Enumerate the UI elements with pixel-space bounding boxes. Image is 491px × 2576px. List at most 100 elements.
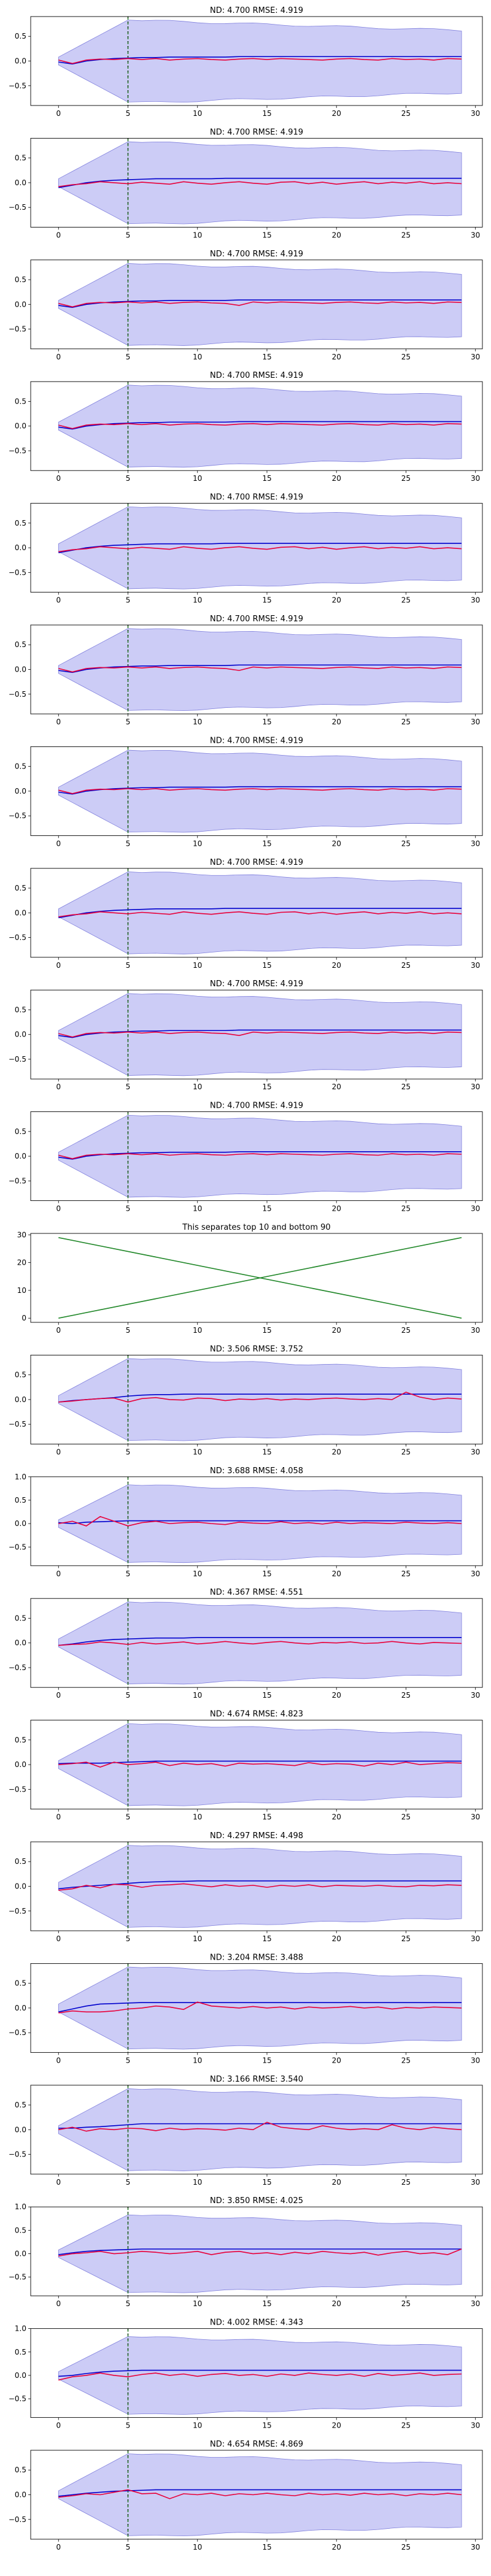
panel-7-uncertainty-band xyxy=(58,749,462,833)
panel-11-xtick-label: 0 xyxy=(56,1326,61,1335)
panel-7-forecast-line xyxy=(58,786,462,795)
panel-18-xtick-label: 5 xyxy=(126,2178,131,2187)
panel-4-xtick-label: 0 xyxy=(56,474,61,483)
panel-10-title: ND: 4.700 RMSE: 4.919 xyxy=(210,1102,303,1111)
panel-19-xtick-label: 0 xyxy=(56,2299,61,2308)
panel-2-xtick-label: 5 xyxy=(126,231,131,239)
panel-10-ytick-label: 0.0 xyxy=(15,1152,26,1160)
panel-1-forecast-line xyxy=(58,56,462,65)
panel-12-xtick-label: 25 xyxy=(401,1447,411,1456)
panel-2-forecast-line xyxy=(58,177,462,188)
panel-7-xtick-label: 25 xyxy=(401,839,411,848)
panel-12-xtick-label: 0 xyxy=(56,1447,61,1456)
panel-9-title: ND: 4.700 RMSE: 4.919 xyxy=(210,979,303,989)
panel-13-xtick-label: 30 xyxy=(471,1570,480,1578)
panel-16-xtick-label: 5 xyxy=(126,1934,131,1943)
panel-6-xtick-label: 15 xyxy=(262,718,271,726)
panel-8-xtick-label: 0 xyxy=(56,961,61,970)
panel-2-uncertainty-band xyxy=(58,141,462,224)
panel-14-xtick-label: 10 xyxy=(193,1691,202,1700)
panel-7-xtick-label: 10 xyxy=(193,839,202,848)
panel-1-xtick-label: 20 xyxy=(332,109,341,118)
panel-20-title: ND: 4.002 RMSE: 4.343 xyxy=(210,2318,303,2328)
panel-5-xtick-label: 10 xyxy=(193,596,202,605)
panel-3-xtick-label: 5 xyxy=(126,353,131,361)
panel-16-xtick-label: 25 xyxy=(401,1934,411,1943)
panel-11-xtick-label: 30 xyxy=(471,1326,480,1335)
panel-12-ytick-label: −0.5 xyxy=(9,1420,26,1428)
panel-13-axes-frame xyxy=(30,1476,483,1566)
panel-8-ytick-label: 0.0 xyxy=(15,908,26,917)
panel-8-xtick-label: 15 xyxy=(262,961,271,970)
panel-18-title: ND: 3.166 RMSE: 3.540 xyxy=(210,2075,303,2084)
panel-19-ytick-label: −0.5 xyxy=(9,2273,26,2282)
panel-15-xtick-label: 0 xyxy=(56,1813,61,1822)
panel-15-xtick-label: 30 xyxy=(471,1813,480,1822)
panel-12-ytick-label: 0.5 xyxy=(15,1371,26,1379)
panel-21-forecast-line xyxy=(58,2489,462,2497)
panel-1-ytick-label: 0.5 xyxy=(15,32,26,40)
panel-3-xtick-label: 20 xyxy=(332,353,341,361)
panel-18-xtick-label: 15 xyxy=(262,2178,271,2187)
panel-9-uncertainty-band xyxy=(58,993,462,1076)
panel-20-xtick-label: 0 xyxy=(56,2421,61,2430)
panel-19-xtick-label: 30 xyxy=(471,2299,480,2308)
panel-13-ytick-label: −0.5 xyxy=(9,1543,26,1551)
panel-14-xtick-label: 30 xyxy=(471,1691,480,1700)
panel-17-xtick-label: 30 xyxy=(471,2056,480,2064)
panel-6-uncertainty-band xyxy=(58,628,462,711)
panel-2-ytick-label: −0.5 xyxy=(9,203,26,212)
panel-12-forecast-line xyxy=(58,1393,462,1403)
panel-14-title: ND: 4.367 RMSE: 4.551 xyxy=(210,1588,303,1597)
panel-11-title: This separates top 10 and bottom 90 xyxy=(182,1223,330,1232)
panel-19-title: ND: 3.850 RMSE: 4.025 xyxy=(210,2196,303,2206)
panel-12-uncertainty-band xyxy=(58,1358,462,1441)
panel-5-xtick-label: 25 xyxy=(401,596,411,605)
panel-16-ytick-label: 0.0 xyxy=(15,1882,26,1891)
panel-12-xtick-label: 10 xyxy=(193,1447,202,1456)
panel-5-xtick-label: 5 xyxy=(126,596,131,605)
panel-20-xtick-label: 10 xyxy=(193,2421,202,2430)
panel-4-uncertainty-band xyxy=(58,385,462,468)
panel-21-actual-line xyxy=(58,2489,462,2499)
panel-9-xtick-label: 5 xyxy=(126,1083,131,1091)
panel-20-xtick-label: 5 xyxy=(126,2421,131,2430)
panel-1-xtick-label: 0 xyxy=(56,109,61,118)
panel-2-xtick-label: 25 xyxy=(401,231,411,239)
panel-12-xtick-label: 5 xyxy=(126,1447,131,1456)
panel-20-ytick-label: 0.5 xyxy=(15,2348,26,2356)
panel-11-axes-frame xyxy=(30,1233,483,1323)
panel-10-uncertainty-band xyxy=(58,1114,462,1198)
panel-13-ytick-label: 0.5 xyxy=(15,1496,26,1505)
panel-1-actual-line xyxy=(58,58,462,64)
panel-17-ytick-label: 0.5 xyxy=(15,1979,26,1988)
panel-19-xtick-label: 15 xyxy=(262,2299,271,2308)
panel-5-xtick-label: 15 xyxy=(262,596,271,605)
panel-11-xtick-label: 5 xyxy=(126,1326,131,1335)
panel-21-xtick-label: 20 xyxy=(332,2543,341,2551)
panel-16-forecast-line xyxy=(58,1880,462,1890)
panel-9-forecast-line xyxy=(58,1029,462,1038)
panel-3-ytick-label: −0.5 xyxy=(9,325,26,334)
panel-6-ytick-label: 0.5 xyxy=(15,640,26,649)
panel-18-xtick-label: 25 xyxy=(401,2178,411,2187)
panel-17-xtick-label: 20 xyxy=(332,2056,341,2064)
panel-8-xtick-label: 20 xyxy=(332,961,341,970)
panel-10-xtick-label: 20 xyxy=(332,1205,341,1213)
panel-13-xtick-label: 15 xyxy=(262,1570,271,1578)
panel-19-axes-frame xyxy=(30,2206,483,2296)
panel-14-ytick-label: 0.5 xyxy=(15,1614,26,1622)
panel-14-xtick-label: 0 xyxy=(56,1691,61,1700)
panel-8-xtick-label: 5 xyxy=(126,961,131,970)
panel-17-xtick-label: 10 xyxy=(193,2056,202,2064)
panel-10-xtick-label: 10 xyxy=(193,1205,202,1213)
panel-8-uncertainty-band xyxy=(58,872,462,954)
panel-12-ytick-label: 0.0 xyxy=(15,1395,26,1404)
panel-15-uncertainty-band xyxy=(58,1723,462,1806)
panel-21-ytick-label: −0.5 xyxy=(9,2515,26,2524)
panel-16-ytick-label: 0.5 xyxy=(15,1857,26,1866)
panel-6-xtick-label: 0 xyxy=(56,718,61,726)
panel-12-xtick-label: 30 xyxy=(471,1447,480,1456)
panel-16-xtick-label: 20 xyxy=(332,1934,341,1943)
panel-20-actual-line xyxy=(58,2372,462,2381)
